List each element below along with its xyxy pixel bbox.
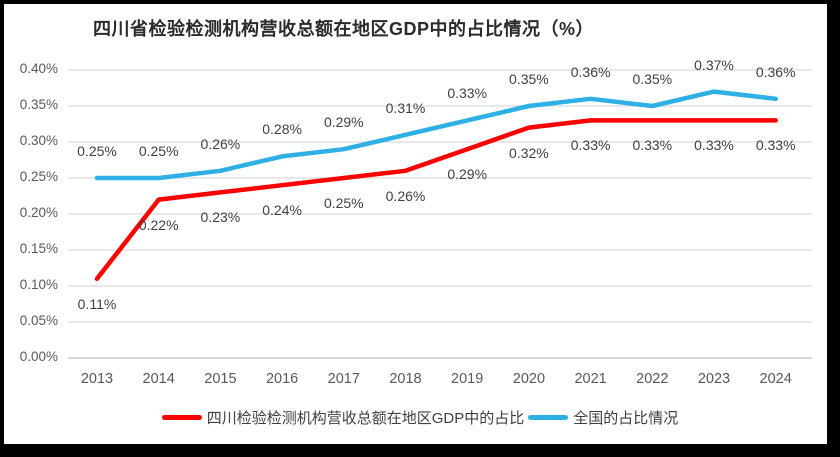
x-axis-tick-label: 2013 [80,371,114,387]
data-label-sichuan: 0.32% [509,144,549,161]
y-axis-tick-label: 0.10% [19,277,58,292]
data-label-national: 0.25% [138,143,179,159]
data-label-sichuan: 0.33% [694,137,734,154]
data-label-national: 0.33% [447,85,488,102]
data-label-national: 0.31% [385,99,426,116]
y-axis-tick-label: 0.25% [19,169,58,184]
y-axis-tick-label: 0.40% [19,61,58,76]
legend-item-national: 全国的占比情况 [528,407,678,428]
legend-item-sichuan: 四川检验检测机构营收总额在地区GDP中的占比 [161,407,525,428]
x-axis-tick-label: 2023 [697,371,731,387]
data-label-sichuan: 0.22% [138,216,179,233]
data-label-national: 0.36% [570,63,611,80]
legend-label-national: 全国的占比情况 [573,409,679,427]
data-label-sichuan: 0.26% [385,187,426,204]
data-label-national: 0.36% [755,63,796,80]
x-axis-tick-label: 2021 [574,371,607,387]
y-axis-tick-label: 0.30% [19,133,58,148]
data-label-national: 0.25% [77,143,117,159]
y-axis-tick-label: 0.15% [19,241,58,256]
data-label-national: 0.37% [694,56,734,73]
data-label-sichuan: 0.29% [447,166,488,183]
data-label-sichuan: 0.33% [755,137,796,154]
national-line [94,89,778,181]
legend-line-sichuan-icon [161,414,202,420]
legend: 四川检验检测机构营收总额在地区GDP中的占比 全国的占比情况 [0,404,840,430]
x-axis-tick-label: 2024 [759,371,792,387]
data-label-sichuan: 0.23% [200,209,241,226]
x-axis-tick-label: 2018 [389,371,422,387]
data-label-national: 0.35% [509,71,549,87]
x-axis-tick-label: 2017 [327,371,360,387]
x-axis-tick-label: 2020 [512,371,546,387]
sichuan-line [94,118,778,282]
legend-line-national-icon [528,414,569,420]
chart-title: 四川省检验检测机构营收总额在地区GDP中的占比情况（%） [93,19,595,39]
data-label-sichuan: 0.25% [323,195,364,211]
x-axis-tick-label: 2015 [204,371,237,387]
y-axis-tick-label: 0.20% [19,205,58,220]
data-label-national: 0.29% [323,114,364,131]
x-axis-tick-label: 2022 [636,371,669,387]
y-axis-tick-label: 0.35% [19,97,58,112]
data-label-sichuan: 0.11% [77,295,117,312]
y-axis-tick-label: 0.05% [19,313,58,328]
x-axis-tick-label: 2019 [451,371,484,387]
data-label-national: 0.28% [262,121,302,138]
data-label-national: 0.26% [200,135,241,152]
x-axis-tick-label: 2014 [142,371,175,387]
x-axis-tick-label: 2016 [265,371,299,387]
data-label-national: 0.35% [632,71,673,87]
y-axis-tick-label: 0.00% [19,349,58,364]
data-label-sichuan: 0.24% [262,202,302,219]
data-label-sichuan: 0.33% [570,137,611,154]
data-label-sichuan: 0.33% [632,137,673,154]
legend-label-sichuan: 四川检验检测机构营收总额在地区GDP中的占比 [206,409,525,427]
